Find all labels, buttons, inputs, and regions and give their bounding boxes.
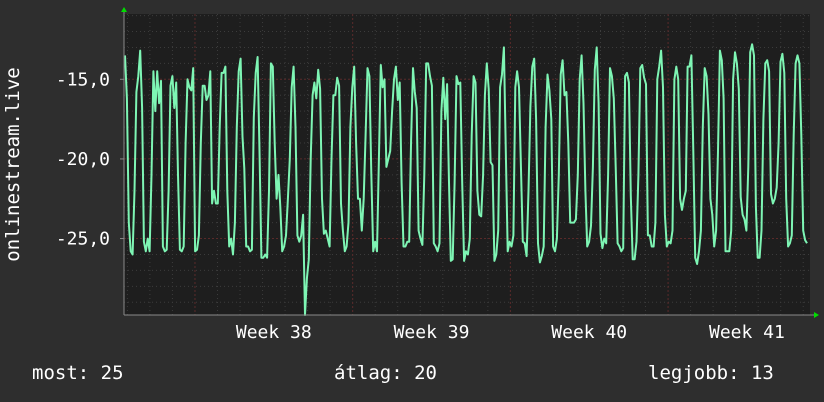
plot-area <box>124 14 810 315</box>
y-tick-label: -20,0 <box>56 149 110 170</box>
x-tick-label: Week 39 <box>394 322 470 343</box>
best-value: legjobb: 13 <box>648 362 774 384</box>
x-tick-label: Week 41 <box>709 322 785 343</box>
y-tick-label: -25,0 <box>56 229 110 250</box>
x-axis-ticks: Week 38 Week 39 Week 40 Week 41 <box>236 322 785 343</box>
x-tick-label: Week 38 <box>236 322 312 343</box>
y-axis-label: onlinestream.live <box>2 67 24 261</box>
y-tick-label: -15,0 <box>56 69 110 90</box>
average-value: átlag: 20 <box>334 362 437 384</box>
x-axis-arrow-icon <box>814 312 819 318</box>
y-axis-ticks: -15,0 -20,0 -25,0 <box>56 69 124 250</box>
series-line <box>124 43 808 316</box>
y-axis-arrow-icon <box>121 7 127 12</box>
current-value: most: 25 <box>32 362 124 384</box>
x-tick-label: Week 40 <box>551 322 627 343</box>
